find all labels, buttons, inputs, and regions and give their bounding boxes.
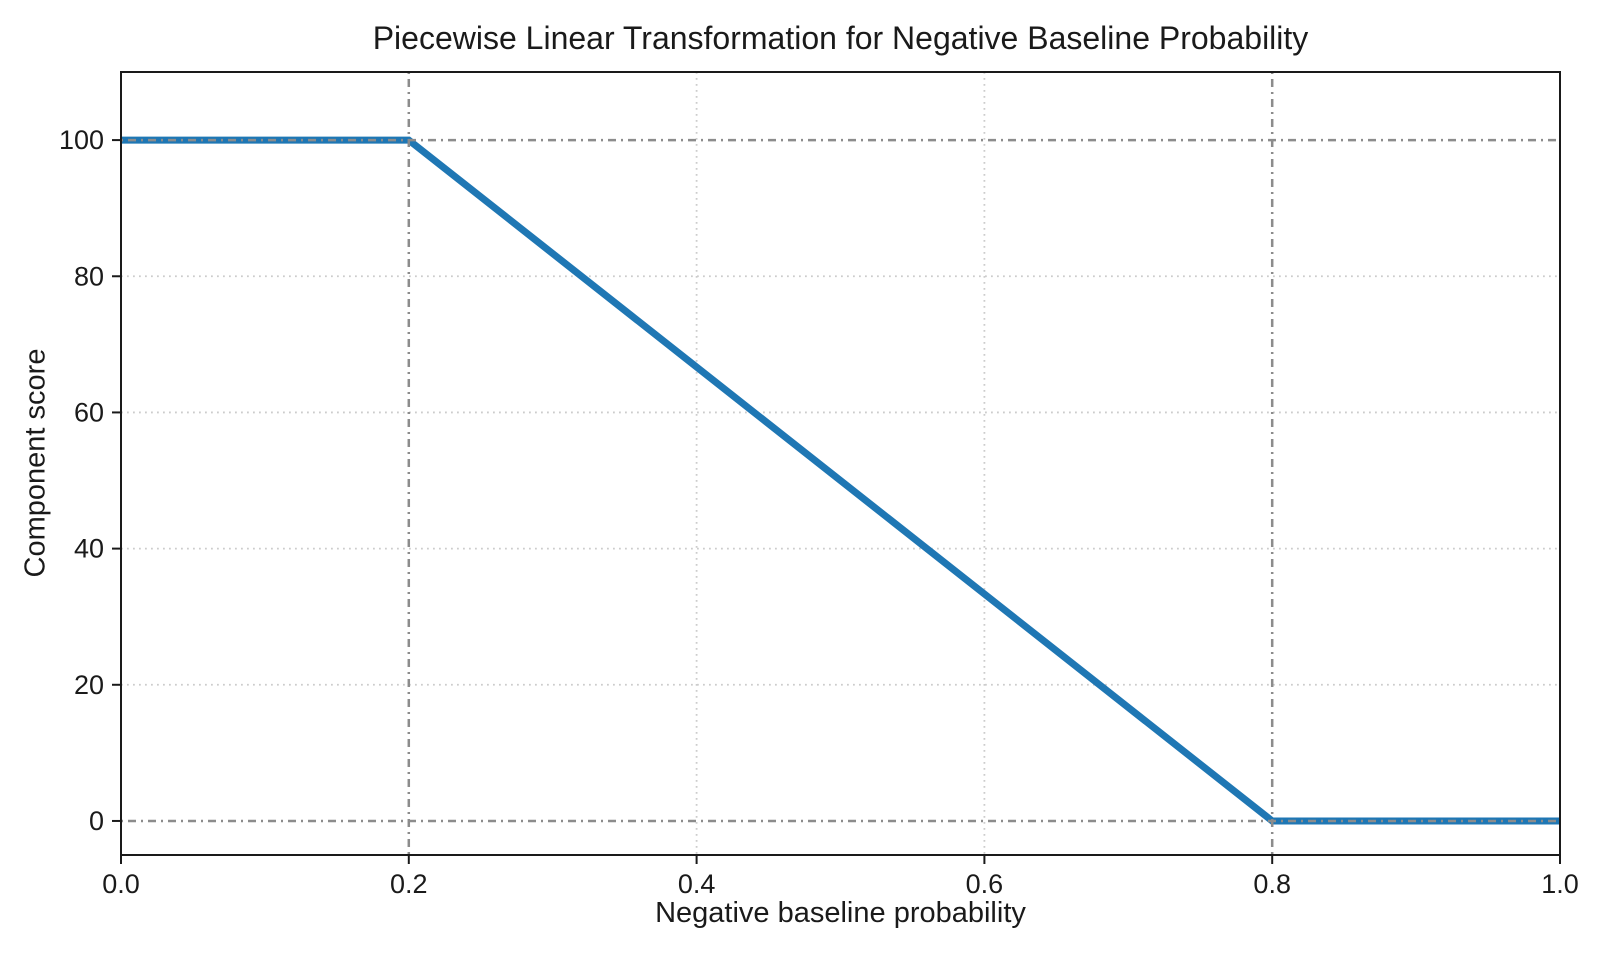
y-tick-label: 100 — [59, 125, 104, 155]
chart-title: Piecewise Linear Transformation for Nega… — [372, 20, 1309, 56]
plot-border — [120, 71, 1561, 856]
x-tick-label: 0.6 — [966, 869, 1004, 899]
y-tick-label: 80 — [74, 261, 104, 291]
x-tick-label: 0.0 — [102, 869, 140, 899]
x-tick-label: 0.2 — [390, 869, 428, 899]
y-axis-label: Component score — [19, 348, 52, 578]
y-tick-label: 0 — [89, 806, 104, 836]
y-tick-label: 60 — [74, 397, 104, 427]
y-tick-label: 20 — [74, 670, 104, 700]
x-tick-label: 0.4 — [678, 869, 716, 899]
x-tick-label: 0.8 — [1253, 869, 1291, 899]
x-axis-label: Negative baseline probability — [655, 897, 1026, 929]
series-line — [121, 136, 1560, 825]
y-tick-label: 40 — [74, 534, 104, 564]
x-tick-label: 1.0 — [1541, 869, 1579, 899]
